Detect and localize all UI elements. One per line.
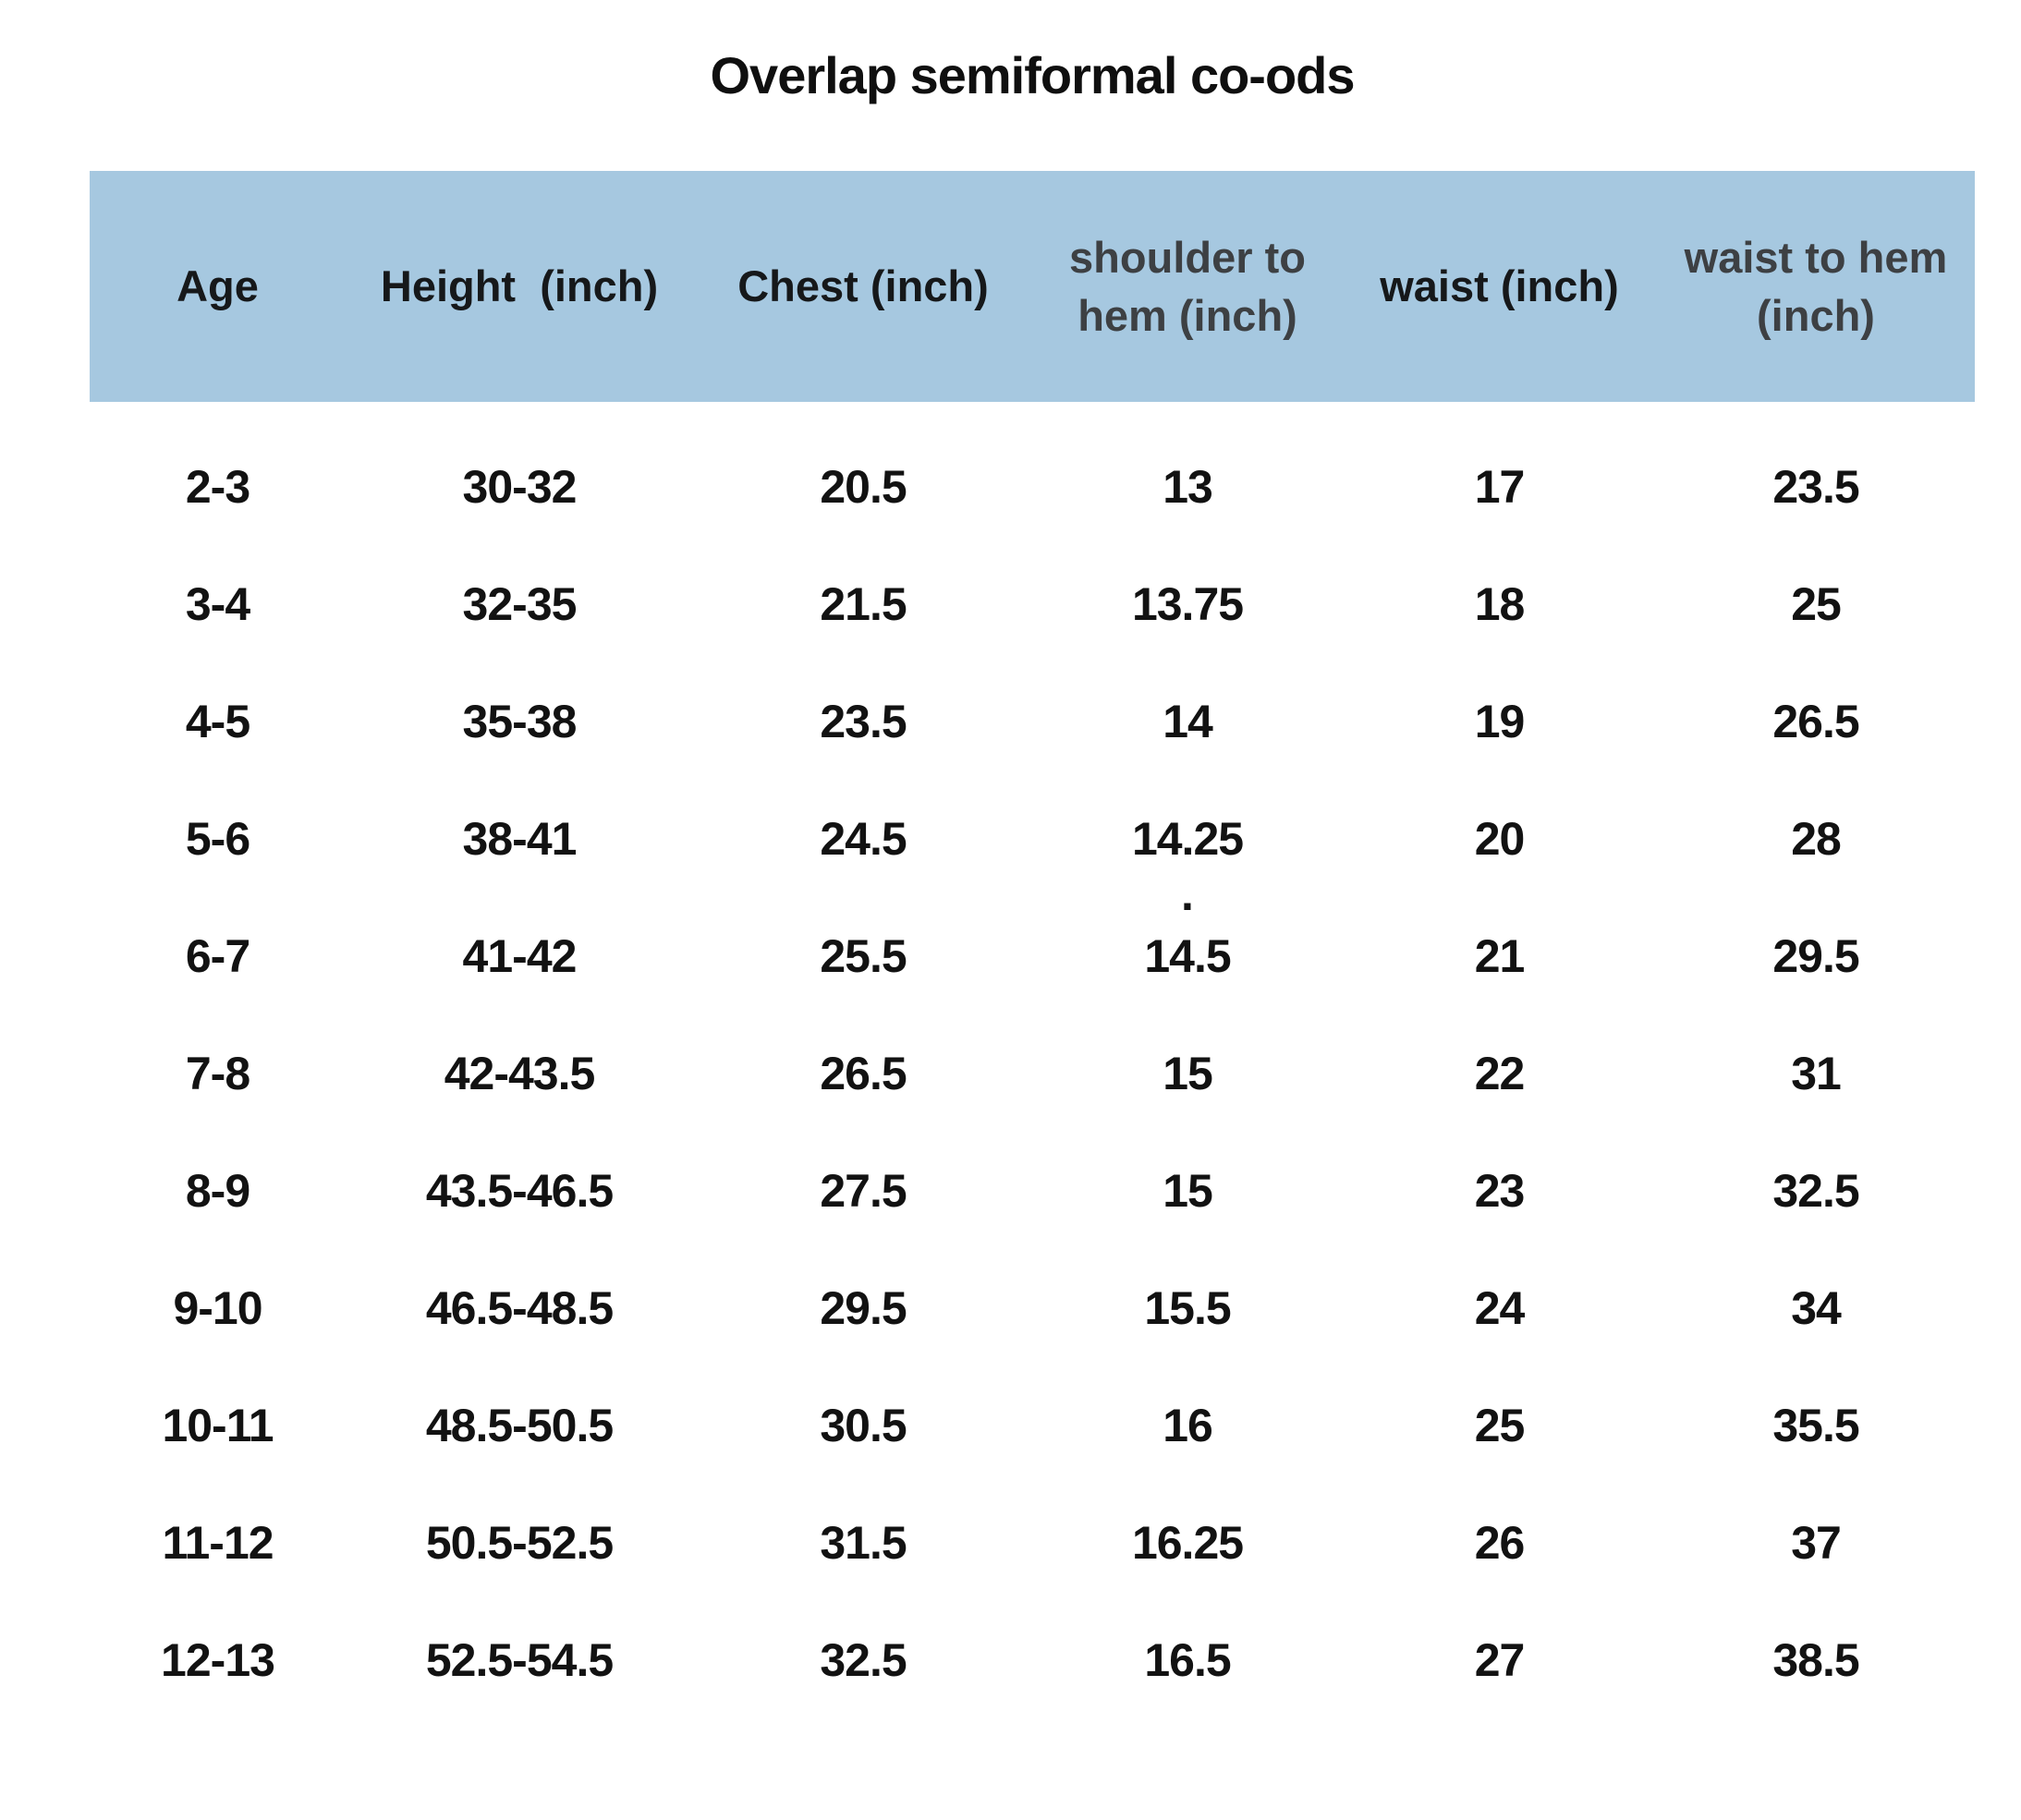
cell: 13: [1163, 460, 1213, 513]
cell: 14: [1163, 695, 1213, 747]
cell: 29.5: [820, 1281, 907, 1334]
cell: 21.5: [820, 577, 907, 630]
size-chart-table: Age Height (inch) Chest (inch) shoulder …: [90, 171, 1975, 1718]
column-header-waist-to-hem: waist to hem (inch): [1684, 232, 1960, 340]
cell: 15.5: [1144, 1281, 1231, 1334]
cell: 37: [1791, 1516, 1842, 1569]
cell: 41-42: [462, 929, 578, 982]
cell: 24: [1474, 1281, 1526, 1334]
cell: 9-10: [173, 1281, 262, 1334]
cell: 11-12: [162, 1516, 274, 1569]
cell: 25: [1791, 577, 1842, 630]
cell: 48.5-50.5: [425, 1399, 614, 1451]
cell: 32.5: [820, 1633, 907, 1686]
cell: 28: [1791, 812, 1842, 865]
cell: 4-5: [185, 695, 250, 747]
cell: 18: [1474, 577, 1526, 630]
cell: 26.5: [1772, 695, 1859, 747]
cell: 25: [1474, 1399, 1526, 1451]
table-row: 6-7 41-42 25.5 14.5 21 29.5: [90, 897, 1975, 1014]
column-header-chest: Chest (inch): [737, 261, 989, 311]
cell: 10-11: [162, 1399, 274, 1451]
cell: 26.5: [820, 1047, 907, 1099]
table-row: 11-12 50.5-52.5 31.5 16.25 26 37: [90, 1484, 1975, 1601]
table-row: 10-11 48.5-50.5 30.5 16 25 35.5: [90, 1366, 1975, 1484]
table-row: 12-13 52.5-54.5 32.5 16.5 27 38.5: [90, 1601, 1975, 1718]
cell: 22: [1474, 1047, 1526, 1099]
cell: 7-8: [185, 1047, 250, 1099]
table-row: 7-8 42-43.5 26.5 15 22 31: [90, 1014, 1975, 1132]
cell: 23: [1474, 1164, 1526, 1217]
table-header-row: Age Height (inch) Chest (inch) shoulder …: [90, 171, 1975, 402]
table-row: 9-10 46.5-48.5 29.5 15.5 24 34: [90, 1249, 1975, 1366]
cell: 16: [1163, 1399, 1213, 1451]
cell: 12-13: [161, 1633, 275, 1686]
cell: 30.5: [820, 1399, 907, 1451]
cell: 15: [1163, 1047, 1213, 1099]
cell: 6-7: [185, 929, 250, 982]
cell: 20: [1474, 812, 1526, 865]
cell: 20.5: [820, 460, 907, 513]
column-header-waist: waist (inch): [1380, 261, 1619, 311]
cell: 30-32: [462, 460, 578, 513]
cell: 3-4: [185, 577, 250, 630]
table-row: 2-3 30-32 20.5 13 17 23.5: [90, 428, 1975, 545]
cell: 23.5: [820, 695, 907, 747]
cell: 14.5: [1144, 929, 1231, 982]
column-header-shoulder-to-hem: shoulder to hem (inch): [1069, 232, 1318, 340]
cell: 8-9: [185, 1164, 250, 1217]
cell: 19: [1474, 695, 1526, 747]
cell: 43.5-46.5: [425, 1164, 614, 1217]
cell: 13.75: [1131, 577, 1244, 630]
page-title: Overlap semiformal co-ods: [710, 46, 1355, 104]
cell: 17: [1474, 460, 1526, 513]
cell: 46.5-48.5: [425, 1281, 614, 1334]
table-row: 3-4 32-35 21.5 13.75 18 25: [90, 545, 1975, 662]
cell: 35.5: [1772, 1399, 1859, 1451]
column-header-height: Height (inch): [380, 261, 659, 311]
cell: 34: [1791, 1281, 1842, 1334]
cell: 15: [1163, 1164, 1213, 1217]
cell: 16.25: [1131, 1516, 1244, 1569]
cell: 24.5: [820, 812, 907, 865]
table-body: 2-3 30-32 20.5 13 17 23.5 3-4 32-35 21.5 13.75 18 2…: [90, 428, 1975, 1718]
cell: 29.5: [1772, 929, 1859, 982]
cell: 38-41: [462, 812, 578, 865]
stray-dot: .: [1181, 868, 1194, 920]
cell: 21: [1474, 929, 1526, 982]
cell: 32-35: [462, 577, 578, 630]
cell: 16.5: [1144, 1633, 1231, 1686]
cell: 38.5: [1772, 1633, 1859, 1686]
table-row: 5-6 38-41 24.5 14.25 20 28: [90, 780, 1975, 897]
cell: 31: [1791, 1047, 1842, 1099]
cell: 42-43.5: [444, 1047, 596, 1099]
cell: 32.5: [1772, 1164, 1859, 1217]
cell: 14.25: [1131, 812, 1244, 865]
cell: 26: [1474, 1516, 1526, 1569]
cell: 23.5: [1772, 460, 1859, 513]
cell: 52.5-54.5: [425, 1633, 614, 1686]
table-row: 8-9 43.5-46.5 27.5 15 23 32.5: [90, 1132, 1975, 1249]
cell: 31.5: [820, 1516, 907, 1569]
cell: 2-3: [185, 460, 250, 513]
cell: 5-6: [185, 812, 250, 865]
cell: 50.5-52.5: [425, 1516, 614, 1569]
cell: 27: [1474, 1633, 1526, 1686]
table-row: 4-5 35-38 23.5 14 19 26.5: [90, 662, 1975, 780]
cell: 25.5: [820, 929, 907, 982]
cell: 27.5: [820, 1164, 907, 1217]
column-header-age: Age: [177, 261, 259, 311]
cell: 35-38: [462, 695, 578, 747]
